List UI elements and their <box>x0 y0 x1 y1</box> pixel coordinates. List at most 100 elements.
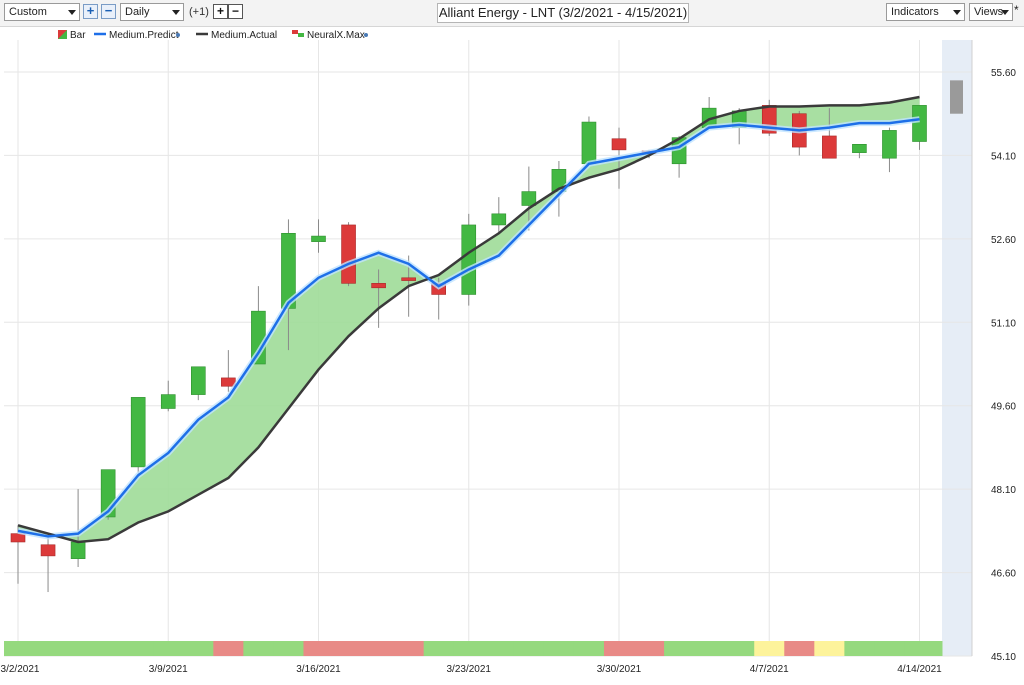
forecast-candle <box>950 80 963 114</box>
interval-select[interactable]: Daily <box>120 3 184 21</box>
chart-legend: Bar Medium.Predict Medium.Actual NeuralX… <box>58 30 368 41</box>
candlestick-series <box>10 97 927 593</box>
price-chart[interactable]: Bar Medium.Predict Medium.Actual NeuralX… <box>0 26 1024 685</box>
strip-segment <box>543 641 575 656</box>
chevron-down-icon <box>68 10 76 15</box>
strip-segment <box>874 641 905 656</box>
strip-segment <box>634 641 665 656</box>
toolbar: Custom + − Daily (+1) + − Alliant Energy… <box>0 0 1024 27</box>
candle <box>461 213 477 306</box>
chevron-down-icon <box>1001 10 1009 15</box>
strip-segment <box>784 641 815 656</box>
candle <box>491 197 507 234</box>
candle <box>341 222 356 287</box>
candle <box>40 536 56 593</box>
strip-segment <box>513 641 545 656</box>
candle-body <box>371 283 386 289</box>
zoom-out-button[interactable]: − <box>101 4 116 19</box>
strip-segment <box>153 641 184 656</box>
chevron-down-icon <box>172 10 180 15</box>
y-tick-label: 54.10 <box>991 151 1016 162</box>
candle-body <box>70 541 86 559</box>
strip-segment <box>4 641 34 656</box>
strip-segment <box>453 641 485 656</box>
medium-actual-line <box>17 95 920 544</box>
range-select[interactable]: Custom <box>4 3 80 21</box>
strip-segment <box>33 641 64 656</box>
y-tick-label: 48.10 <box>991 485 1016 496</box>
candle-body <box>311 235 326 242</box>
candle-body <box>40 544 56 557</box>
candle-body <box>611 138 627 151</box>
strip-segment <box>273 641 304 656</box>
offset-decrease-button[interactable]: − <box>228 4 243 19</box>
indicators-select[interactable]: Indicators <box>886 3 965 21</box>
x-tick-label: 3/2/2021 <box>1 664 40 675</box>
strip-segment <box>724 641 755 656</box>
y-tick-label: 45.10 <box>991 652 1016 663</box>
strip-segment <box>664 641 695 656</box>
candle-body <box>521 191 537 206</box>
strip-segment <box>183 641 214 656</box>
range-select-value: Custom <box>9 6 47 18</box>
candle-body <box>852 144 867 153</box>
candle <box>70 489 86 568</box>
offset-label: (+1) <box>189 6 209 18</box>
legend-predict-info-icon[interactable] <box>176 33 180 37</box>
strip-segment <box>694 641 725 656</box>
candle <box>912 105 927 150</box>
views-select[interactable]: Views <box>969 3 1013 21</box>
offset-increase-button[interactable]: + <box>213 4 228 19</box>
candle-body <box>461 224 477 295</box>
candle <box>822 108 837 159</box>
candle-body <box>822 135 837 159</box>
indicators-select-label: Indicators <box>891 6 939 18</box>
candle-body <box>160 394 176 409</box>
candle-body <box>191 366 206 395</box>
y-tick-label: 46.60 <box>991 569 1016 580</box>
strip-segment <box>393 641 425 656</box>
y-tick-label: 49.60 <box>991 402 1016 413</box>
strip-segment <box>904 641 943 656</box>
x-tick-label: 4/14/2021 <box>897 664 942 675</box>
y-tick-label: 52.60 <box>991 235 1016 246</box>
candle-body <box>401 277 416 281</box>
views-select-label: Views <box>974 6 1004 18</box>
candle <box>191 366 206 401</box>
candle-body <box>10 533 26 543</box>
candle <box>160 380 176 412</box>
legend-neuralx-label: NeuralX.Max <box>307 30 365 41</box>
medium-predict-line <box>17 118 920 538</box>
y-tick-label: 51.10 <box>991 318 1016 329</box>
legend-predict-label: Medium.Predict <box>109 30 179 41</box>
y-tick-label: 55.60 <box>991 68 1016 79</box>
x-axis: 3/2/2021 3/9/2021 3/16/2021 3/23/2021 3/30/2… <box>1 664 943 675</box>
strip-segment <box>423 641 455 656</box>
y-axis: 45.10 46.60 48.10 49.60 51.10 52.60 54.10 55.60 <box>991 68 1016 663</box>
x-tick-label: 3/9/2021 <box>149 664 188 675</box>
candle-body <box>341 224 356 284</box>
legend-bar-icon-up <box>58 30 67 39</box>
candle-body <box>491 213 507 226</box>
strip-segment <box>814 641 845 656</box>
legend-neuralx-icon-green <box>298 33 304 37</box>
interval-select-value: Daily <box>125 6 150 18</box>
candle-body <box>130 397 146 468</box>
zoom-in-button[interactable]: + <box>83 4 98 19</box>
candle <box>371 269 386 328</box>
candle <box>581 116 597 165</box>
strip-segment <box>573 641 605 656</box>
legend-neuralx-icon-red <box>292 30 298 34</box>
strip-segment <box>243 641 274 656</box>
chevron-down-icon <box>953 10 961 15</box>
strip-segment <box>754 641 785 656</box>
candle-body <box>882 130 897 159</box>
x-tick-label: 4/7/2021 <box>750 664 789 675</box>
legend-actual-label: Medium.Actual <box>211 30 277 41</box>
strip-segment <box>363 641 395 656</box>
candle <box>521 166 537 231</box>
candle <box>311 219 326 253</box>
modified-indicator: * <box>1014 3 1019 17</box>
legend-neuralx-info-icon[interactable] <box>364 33 368 37</box>
x-tick-label: 3/23/2021 <box>447 664 492 675</box>
